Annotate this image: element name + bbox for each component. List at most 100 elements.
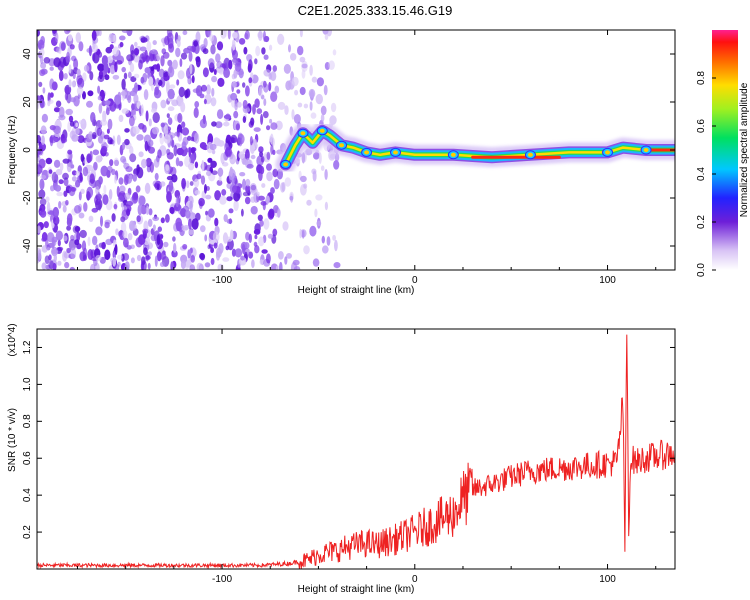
noise-speckle [242, 116, 247, 123]
noise-speckle [150, 49, 158, 55]
noise-speckle [236, 89, 241, 94]
noise-speckle [70, 97, 77, 103]
noise-speckle [267, 233, 273, 239]
noise-speckle [215, 251, 221, 261]
noise-speckle [178, 86, 185, 98]
noise-speckle [133, 73, 140, 79]
noise-speckle [40, 68, 48, 75]
noise-speckle [313, 152, 320, 160]
noise-speckle [249, 183, 257, 193]
noise-speckle [49, 78, 55, 90]
noise-speckle [259, 166, 265, 175]
noise-speckle [48, 99, 54, 104]
chart-title: C2E1.2025.333.15.46.G19 [297, 3, 453, 18]
noise-speckle [239, 172, 246, 177]
noise-speckle [102, 110, 107, 123]
noise-speckle [231, 185, 239, 194]
spectrogram-y-tick-label: 20 [22, 96, 33, 108]
noise-speckle [148, 76, 154, 87]
noise-speckle [38, 158, 46, 169]
noise-speckle [224, 146, 233, 158]
spectrogram-x-tick-label: 100 [599, 275, 616, 286]
noise-speckle [52, 262, 57, 270]
noise-speckle [256, 108, 263, 115]
noise-speckle [177, 70, 185, 80]
noise-speckle [120, 91, 128, 96]
noise-speckle [230, 92, 238, 101]
noise-speckle [266, 171, 273, 182]
noise-speckle [180, 101, 186, 113]
noise-speckle [104, 221, 110, 229]
noise-speckle [50, 185, 55, 192]
noise-speckle [102, 194, 109, 206]
noise-speckle [326, 30, 332, 37]
noise-speckle [56, 191, 63, 197]
noise-speckle [315, 93, 323, 105]
noise-speckle [266, 125, 271, 131]
noise-speckle [39, 48, 45, 57]
noise-speckle [118, 177, 124, 185]
noise-speckle [114, 244, 118, 255]
noise-speckle [89, 173, 95, 184]
noise-speckle [238, 137, 243, 147]
noise-speckle [66, 161, 72, 173]
noise-speckle [269, 135, 273, 143]
noise-speckle [95, 155, 103, 163]
noise-speckle [97, 63, 105, 72]
noise-speckle [245, 149, 250, 161]
noise-speckle [220, 152, 225, 165]
snr-x-axis-label: Height of straight line (km) [298, 584, 415, 595]
noise-speckle [129, 174, 133, 181]
noise-speckle [91, 43, 98, 53]
noise-speckle [97, 191, 101, 202]
noise-speckle [165, 164, 170, 171]
noise-speckle [162, 51, 170, 59]
noise-speckle [261, 183, 266, 188]
noise-speckle [76, 86, 84, 96]
noise-speckle [249, 143, 255, 154]
noise-speckle [114, 263, 120, 270]
noise-speckle [38, 189, 46, 199]
noise-speckle [46, 201, 51, 213]
noise-speckle [123, 72, 128, 80]
noise-speckle [176, 128, 180, 138]
noise-speckle [83, 202, 88, 212]
noise-speckle [171, 252, 177, 257]
noise-speckle [228, 59, 233, 70]
noise-speckle [232, 32, 238, 39]
noise-speckle [221, 189, 227, 196]
noise-speckle [270, 187, 275, 194]
noise-speckle [96, 127, 103, 137]
noise-speckle [82, 72, 87, 82]
noise-speckle [213, 242, 218, 249]
noise-speckle [78, 41, 84, 52]
noise-speckle [207, 208, 215, 218]
noise-speckle [64, 261, 70, 269]
noise-speckle [177, 204, 182, 215]
noise-speckle [156, 53, 161, 62]
noise-speckle [88, 45, 92, 57]
noise-speckle [320, 114, 325, 123]
ridge-blob-core [527, 152, 533, 157]
noise-speckle [207, 157, 213, 163]
noise-speckle [54, 185, 62, 192]
noise-speckle [219, 195, 227, 205]
noise-speckle [152, 40, 157, 46]
noise-speckle [70, 187, 77, 192]
noise-speckle [210, 247, 215, 254]
noise-speckle [244, 32, 249, 40]
noise-speckle [243, 242, 250, 249]
noise-speckle [194, 132, 200, 144]
noise-speckle [193, 178, 200, 188]
noise-speckle [318, 152, 322, 164]
noise-speckle [245, 178, 251, 187]
noise-speckle [37, 225, 41, 234]
noise-speckle [165, 80, 170, 92]
noise-speckle [285, 80, 292, 91]
noise-speckle [148, 146, 155, 154]
noise-speckle [210, 44, 216, 55]
noise-speckle [177, 35, 181, 42]
noise-speckle [252, 104, 256, 115]
noise-speckle [265, 195, 270, 204]
noise-speckle [114, 94, 122, 105]
